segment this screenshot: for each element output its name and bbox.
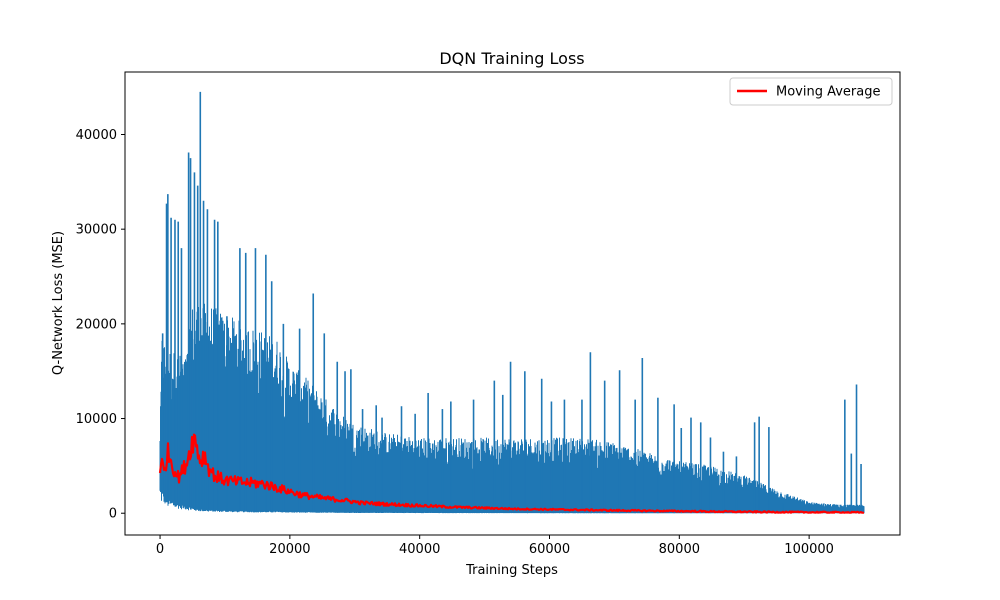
y-axis: 0 10000 20000 30000 40000 — [76, 128, 125, 522]
x-tick-label: 0 — [156, 542, 164, 557]
chart-title: DQN Training Loss — [439, 49, 584, 68]
y-tick-label: 0 — [109, 507, 117, 522]
y-tick-label: 20000 — [76, 317, 117, 332]
x-axis-title: Training Steps — [465, 563, 558, 578]
moving-average-series — [158, 433, 865, 514]
axes-frame — [124, 71, 901, 536]
x-tick-label: 40000 — [399, 542, 440, 557]
y-axis-title: Q-Network Loss (MSE) — [51, 231, 66, 375]
x-tick-label: 100000 — [784, 542, 834, 557]
x-tick-label: 20000 — [269, 542, 310, 557]
legend: Moving Average — [729, 77, 893, 106]
y-tick-label: 40000 — [76, 128, 117, 143]
legend-label-moving-average: Moving Average — [776, 85, 880, 100]
x-tick-label: 60000 — [529, 542, 570, 557]
y-tick-label: 30000 — [76, 223, 117, 238]
moving-average-line — [158, 433, 865, 514]
y-tick-label: 10000 — [76, 412, 117, 427]
x-tick-label: 80000 — [659, 542, 700, 557]
legend-box — [729, 77, 893, 106]
loss-series — [159, 91, 865, 514]
x-axis: 0 20000 40000 60000 80000 100000 — [156, 535, 834, 557]
